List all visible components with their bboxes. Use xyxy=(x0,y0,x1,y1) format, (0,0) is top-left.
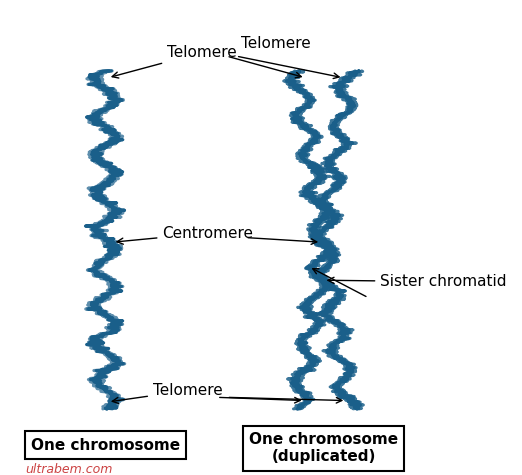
Text: One chromosome
(duplicated): One chromosome (duplicated) xyxy=(249,432,398,465)
Text: Telomere: Telomere xyxy=(112,383,223,403)
Text: Centromere: Centromere xyxy=(117,226,253,244)
Text: ultrabem.com: ultrabem.com xyxy=(25,463,112,475)
Text: Telomere: Telomere xyxy=(241,37,310,51)
Text: One chromosome: One chromosome xyxy=(31,437,180,453)
Text: Telomere: Telomere xyxy=(112,45,237,78)
Text: Sister chromatid: Sister chromatid xyxy=(328,274,507,289)
